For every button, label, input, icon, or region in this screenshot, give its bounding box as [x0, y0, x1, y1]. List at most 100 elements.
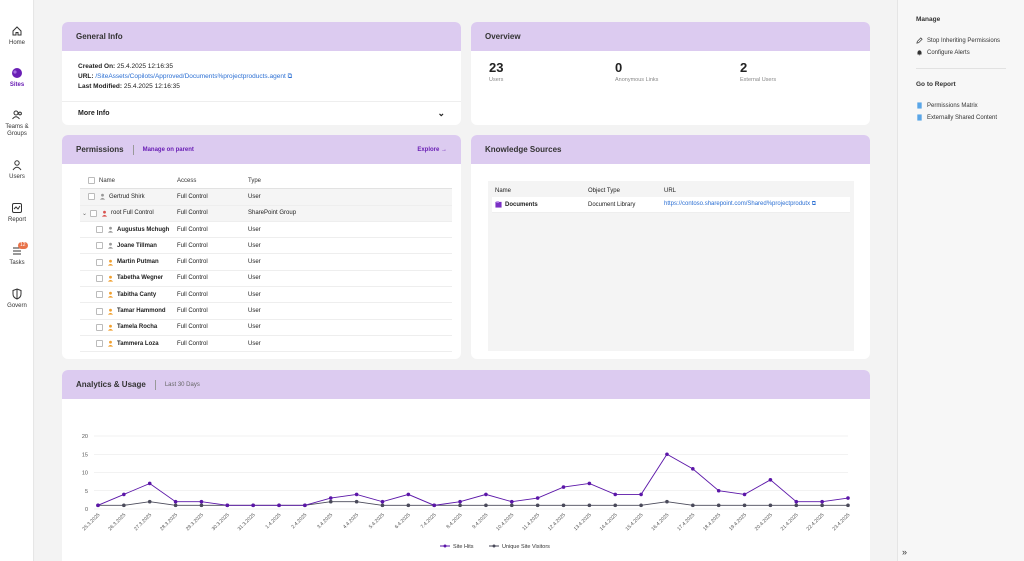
user-icon: [12, 160, 22, 171]
table-row[interactable]: Tabitha Canty Full Control User: [80, 287, 452, 304]
explore-link[interactable]: Explore →: [417, 146, 447, 153]
table-row[interactable]: Joane Tillman Full Control User: [80, 238, 452, 255]
row-checkbox[interactable]: [96, 226, 103, 234]
stat-external-users[interactable]: 2 External Users: [740, 60, 776, 83]
data-point: [691, 503, 695, 508]
row-checkbox[interactable]: [90, 209, 98, 217]
principal-type: User: [248, 193, 261, 200]
x-tick-label: 16.4.2025: [650, 512, 670, 532]
rail-teams-groups[interactable]: Teams & Groups: [0, 109, 34, 138]
more-info-toggle[interactable]: More Info ⌄: [62, 101, 461, 125]
main-content: General Info Created On: 25.4.2025 12:16…: [35, 0, 897, 561]
x-tick-label: 8.4.2025: [445, 512, 463, 530]
data-point: [406, 492, 411, 497]
shield-icon: [12, 288, 22, 300]
knowledge-table: Name Object Type URL Documents Document …: [488, 181, 854, 351]
analytics-period: Last 30 Days: [164, 381, 200, 388]
expand-panel-button[interactable]: »: [902, 547, 908, 557]
user-icon: [107, 226, 114, 233]
table-row[interactable]: Tamela Rocha Full Control User: [80, 320, 452, 336]
table-row[interactable]: Augustus Mchugh Full Control User: [80, 222, 452, 239]
general-info-title: General Info: [76, 32, 123, 41]
stat-label: Users: [489, 77, 504, 83]
permissions-rows: Gertrud Shirk Full Control User ⌄ root Full …: [80, 189, 452, 353]
row-checkbox[interactable]: [96, 291, 103, 299]
stat-users[interactable]: 23 Users: [489, 60, 503, 83]
x-tick-label: 30.3.2025: [211, 512, 231, 532]
principal-type: User: [248, 308, 261, 315]
data-point: [354, 492, 359, 497]
row-checkbox[interactable]: [96, 307, 103, 315]
rail-users[interactable]: Users: [0, 159, 34, 181]
rail-label: Govern: [7, 303, 27, 309]
table-header: Name Object Type URL: [492, 185, 850, 197]
rail-tasks[interactable]: 12 Tasks: [0, 242, 34, 267]
data-point: [96, 503, 100, 508]
x-tick-label: 11.4.2025: [521, 512, 541, 532]
created-value: 25.4.2025 12:16:35: [117, 63, 174, 70]
table-header: Name Access Type: [80, 173, 452, 190]
externally-shared-content-link[interactable]: Externally Shared Content: [916, 114, 1006, 121]
knowledge-title: Knowledge Sources: [485, 145, 562, 154]
legend-label: Site Hits: [453, 544, 474, 550]
manage-item-label: Configure Alerts: [927, 49, 970, 56]
x-tick-label: 26.3.2025: [107, 512, 127, 532]
general-info-card: General Info Created On: 25.4.2025 12:16…: [62, 22, 461, 125]
data-point: [199, 503, 204, 508]
url-link[interactable]: /SiteAssets/Copilots/Approved/Documents%…: [95, 73, 286, 80]
overview-card: Overview 23 Users 0 Anonymous Links 2 Ex…: [471, 22, 870, 125]
permissions-header: Permissions Manage on parent Explore →: [62, 135, 461, 164]
table-row[interactable]: Martin Putman Full Control User: [80, 254, 452, 271]
permissions-matrix-link[interactable]: Permissions Matrix: [916, 102, 1006, 109]
row-checkbox[interactable]: [96, 242, 103, 250]
manage-on-parent-link[interactable]: Manage on parent: [142, 146, 194, 153]
data-point: [561, 503, 566, 508]
stop-inheriting-permissions-link[interactable]: Stop Inheriting Permissions: [916, 37, 1006, 44]
user-icon: [107, 308, 114, 315]
access-level: Full Control: [177, 324, 208, 331]
data-point: [613, 503, 618, 508]
manage-title: Manage: [916, 16, 941, 23]
tasks-badge: 12: [18, 242, 28, 249]
configure-alerts-link[interactable]: Configure Alerts: [916, 49, 1006, 56]
external-link-icon[interactable]: ⧉: [811, 201, 817, 207]
col-object-type: Object Type: [588, 188, 620, 194]
row-checkbox[interactable]: [96, 274, 103, 282]
report-title: Go to Report: [916, 81, 956, 88]
data-point: [613, 492, 618, 497]
table-row[interactable]: Tamar Hammond Full Control User: [80, 303, 452, 320]
data-point: [535, 503, 540, 508]
rail-home[interactable]: Home: [0, 25, 34, 47]
rail-govern[interactable]: Govern: [0, 288, 34, 310]
user-icon: [107, 243, 114, 249]
x-tick-label: 22.4.2025: [806, 512, 826, 532]
expand-caret-icon[interactable]: ⌄: [82, 210, 88, 217]
x-tick-label: 6.4.2025: [394, 512, 412, 530]
row-checkbox[interactable]: [96, 323, 103, 331]
select-all-checkbox[interactable]: [88, 177, 95, 185]
source-url-link[interactable]: https://contoso.sharepoint.com/Shared%pr…: [664, 201, 811, 207]
external-link-icon[interactable]: ⧉: [287, 73, 293, 80]
table-row[interactable]: Tabetha Wegner Full Control User: [80, 271, 452, 288]
stat-anonymous-links[interactable]: 0 Anonymous Links: [615, 60, 658, 83]
rail-report[interactable]: Report: [0, 202, 34, 224]
x-tick-label: 29.3.2025: [185, 512, 205, 532]
access-level: Full Control: [177, 275, 208, 282]
table-row[interactable]: Tammera Loza Full Control User: [80, 336, 452, 353]
rail-label: Tasks: [9, 260, 25, 266]
row-checkbox[interactable]: [96, 258, 103, 266]
row-checkbox[interactable]: [88, 193, 95, 201]
table-row[interactable]: ⌄ root Full Control Full Control SharePoint…: [80, 205, 452, 222]
data-point: [122, 503, 126, 508]
col-type: Type: [248, 177, 262, 184]
data-point: [147, 499, 152, 504]
teams-icon: [12, 110, 22, 120]
table-row[interactable]: Documents Document Library https://conto…: [492, 197, 850, 213]
report-file-icon: [917, 114, 922, 121]
data-point: [354, 499, 359, 504]
row-checkbox[interactable]: [96, 340, 103, 348]
rail-sites[interactable]: Sites: [0, 67, 34, 89]
table-row[interactable]: Gertrud Shirk Full Control User: [80, 189, 452, 206]
x-tick-label: 1.4.2025: [264, 512, 282, 530]
right-panel: Manage Stop Inheriting Permissions Confi…: [897, 0, 1024, 561]
